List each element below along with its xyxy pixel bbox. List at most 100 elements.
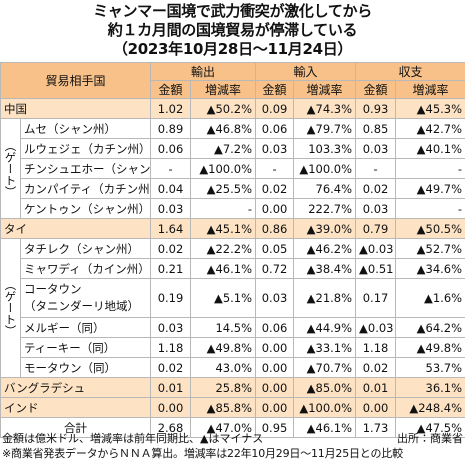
- name-cell: ルウェジェ（カチン州）: [19, 138, 152, 159]
- header-row: 金額 増減率 金額 増減率 金額 増減率: [1, 80, 465, 99]
- rate-cell: ▲100.0%: [293, 158, 357, 179]
- rate-cell: ▲50.2%: [190, 98, 257, 119]
- amount-cell: 0.89: [150, 118, 192, 139]
- rate-cell: ▲70.7%: [293, 357, 357, 378]
- amount-cell: 0.79: [355, 218, 397, 239]
- country-row: タイ 1.64 ▲45.1% 0.86 ▲39.0% 0.79 ▲50.5%: [0, 218, 465, 239]
- amount-cell: -: [355, 158, 397, 179]
- header-cell: 金額: [150, 80, 192, 99]
- rate-cell: ▲248.4%: [395, 397, 465, 418]
- rate-cell: ▲47.5%: [395, 417, 465, 438]
- amount-cell: 0.01: [355, 377, 397, 398]
- amount-cell: 0.03: [255, 138, 295, 159]
- rate-cell: 76.4%: [293, 178, 357, 199]
- amount-cell: 0.19: [150, 278, 192, 318]
- name-cell: メルギー（同）: [19, 317, 152, 338]
- rate-cell: ▲45.3%: [395, 98, 465, 119]
- header-group: 輸出: [150, 62, 257, 81]
- total-row: 合計 2.68 ▲47.0% 0.95 ▲46.1% 1.73 ▲47.5%: [0, 417, 465, 438]
- rate-cell: ▲49.7%: [395, 178, 465, 199]
- gate-row: ルウェジェ（カチン州） 0.06 ▲7.2% 0.03 103.3% 0.03 ▲40.1%: [1, 138, 465, 159]
- amount-cell: 1.73: [355, 417, 397, 438]
- rate-cell: ▲46.2%: [293, 238, 357, 259]
- amount-cell: 0.04: [150, 178, 192, 199]
- rate-cell: -: [395, 198, 465, 219]
- country-row: バングラデシュ 0.01 25.8% 0.00 ▲85.0% 0.01 36.1%: [0, 377, 465, 398]
- rate-cell: ▲33.1%: [293, 337, 357, 358]
- name-cell: コータウン （タニンダーリ地域）: [19, 278, 152, 318]
- header-group: 輸入: [255, 62, 357, 81]
- gate-row: チンシュエホー（シャン州）-▲100.0%-▲100.0%--: [1, 158, 465, 179]
- rate-cell: ▲79.7%: [293, 118, 357, 139]
- rate-cell: ▲1.6%: [395, 278, 465, 318]
- amount-cell: 0.03: [255, 278, 295, 318]
- name-cell: ミャワディ（カイン州）: [19, 258, 152, 279]
- rate-cell: ▲100.0%: [293, 397, 357, 418]
- rate-cell: ▲40.1%: [395, 138, 465, 159]
- amount-cell: 0.06: [150, 138, 192, 159]
- amount-cell: 1.02: [150, 98, 192, 119]
- rate-cell: ▲46.1%: [190, 258, 257, 279]
- amount-cell: 0.00: [255, 198, 295, 219]
- gate-row: ティーキー（同） 1.18 ▲49.8% 0.00 ▲33.1% 1.18 ▲49.8%: [1, 337, 465, 358]
- rate-cell: ▲5.1%: [190, 278, 257, 318]
- country-row: 中国 1.02 ▲50.2% 0.09 ▲74.3% 0.93 ▲45.3%: [0, 98, 465, 119]
- gate-row: メルギー（同） 0.03 14.5% 0.06 ▲44.9% ▲0.03 ▲64.2%: [1, 317, 465, 338]
- header-cell: 金額: [255, 80, 295, 99]
- rate-cell: 103.3%: [293, 138, 357, 159]
- rate-cell: ▲50.5%: [395, 218, 465, 239]
- rate-cell: ▲47.0%: [190, 417, 257, 438]
- name-cell: ティーキー（同）: [19, 337, 152, 358]
- header-cell: 金額: [355, 80, 397, 99]
- amount-cell: 0.00: [255, 337, 295, 358]
- rate-cell: ▲46.1%: [293, 417, 357, 438]
- amount-cell: 0.06: [255, 317, 295, 338]
- rate-cell: 36.1%: [395, 377, 465, 398]
- rate-cell: 14.5%: [190, 317, 257, 338]
- name-line: コータウン: [24, 282, 82, 296]
- amount-cell: 0.02: [355, 178, 397, 199]
- rate-cell: 222.7%: [293, 198, 357, 219]
- rate-cell: -: [190, 198, 257, 219]
- rate-cell: 43.0%: [190, 357, 257, 378]
- name-cell: チンシュエホー（シャン州）: [19, 158, 152, 179]
- name-cell: ケントゥン（シャン州）: [19, 198, 152, 219]
- rate-cell: ▲25.5%: [190, 178, 257, 199]
- gate-row: ミャワディ（カイン州） 0.21 ▲46.1% 0.72 ▲38.4% ▲0.51 ▲34.…: [1, 258, 465, 279]
- trade-table: 貿易相手国 輸出 輸入 収支 金額 増減率 金額 増減率 金額 増減率 中国 1.02 ▲50.2% 0…: [0, 62, 465, 438]
- name-cell: タチレク（シャン州）: [19, 238, 152, 259]
- footer: 金額は億米ドル、増減率は前年同期比、▲はマイナス 出所：商業省 ※商業省発表データ…: [2, 431, 463, 461]
- amount-cell: 0.00: [255, 377, 295, 398]
- header-group: 収支: [355, 62, 465, 81]
- amount-cell: ▲0.51: [355, 258, 397, 279]
- rate-cell: ▲85.0%: [293, 377, 357, 398]
- header-cell: 増減率: [293, 80, 357, 99]
- rate-cell: ▲22.2%: [190, 238, 257, 259]
- amount-cell: 0.21: [150, 258, 192, 279]
- rate-cell: ▲49.8%: [395, 337, 465, 358]
- amount-cell: 0.02: [355, 357, 397, 378]
- total-name: 合計: [0, 417, 152, 438]
- amount-cell: ▲0.03: [355, 317, 397, 338]
- rate-cell: ▲45.1%: [190, 218, 257, 239]
- rate-cell: ▲74.3%: [293, 98, 357, 119]
- name-cell: インド: [0, 397, 152, 418]
- rate-cell: -: [395, 158, 465, 179]
- amount-cell: 0.86: [255, 218, 295, 239]
- rate-cell: ▲39.0%: [293, 218, 357, 239]
- rate-cell: ▲21.8%: [293, 278, 357, 318]
- amount-cell: 0.03: [150, 198, 192, 219]
- source: 出所：商業省: [397, 432, 463, 445]
- name-line: （タニンダーリ地域）: [24, 299, 139, 313]
- rate-cell: ▲46.8%: [190, 118, 257, 139]
- rate-cell: ▲100.0%: [190, 158, 257, 179]
- rate-cell: 53.7%: [395, 357, 465, 378]
- rate-cell: ▲42.7%: [395, 118, 465, 139]
- title-line: （2023年10月28日～11月24日）: [112, 40, 353, 58]
- amount-cell: 0.72: [255, 258, 295, 279]
- amount-cell: 1.18: [355, 337, 397, 358]
- amount-cell: 0.02: [150, 238, 192, 259]
- amount-cell: 1.64: [150, 218, 192, 239]
- footnote: ※商業省発表データからＮＮＡ算出。増減率は22年10月29日～11月25日との比…: [2, 447, 403, 460]
